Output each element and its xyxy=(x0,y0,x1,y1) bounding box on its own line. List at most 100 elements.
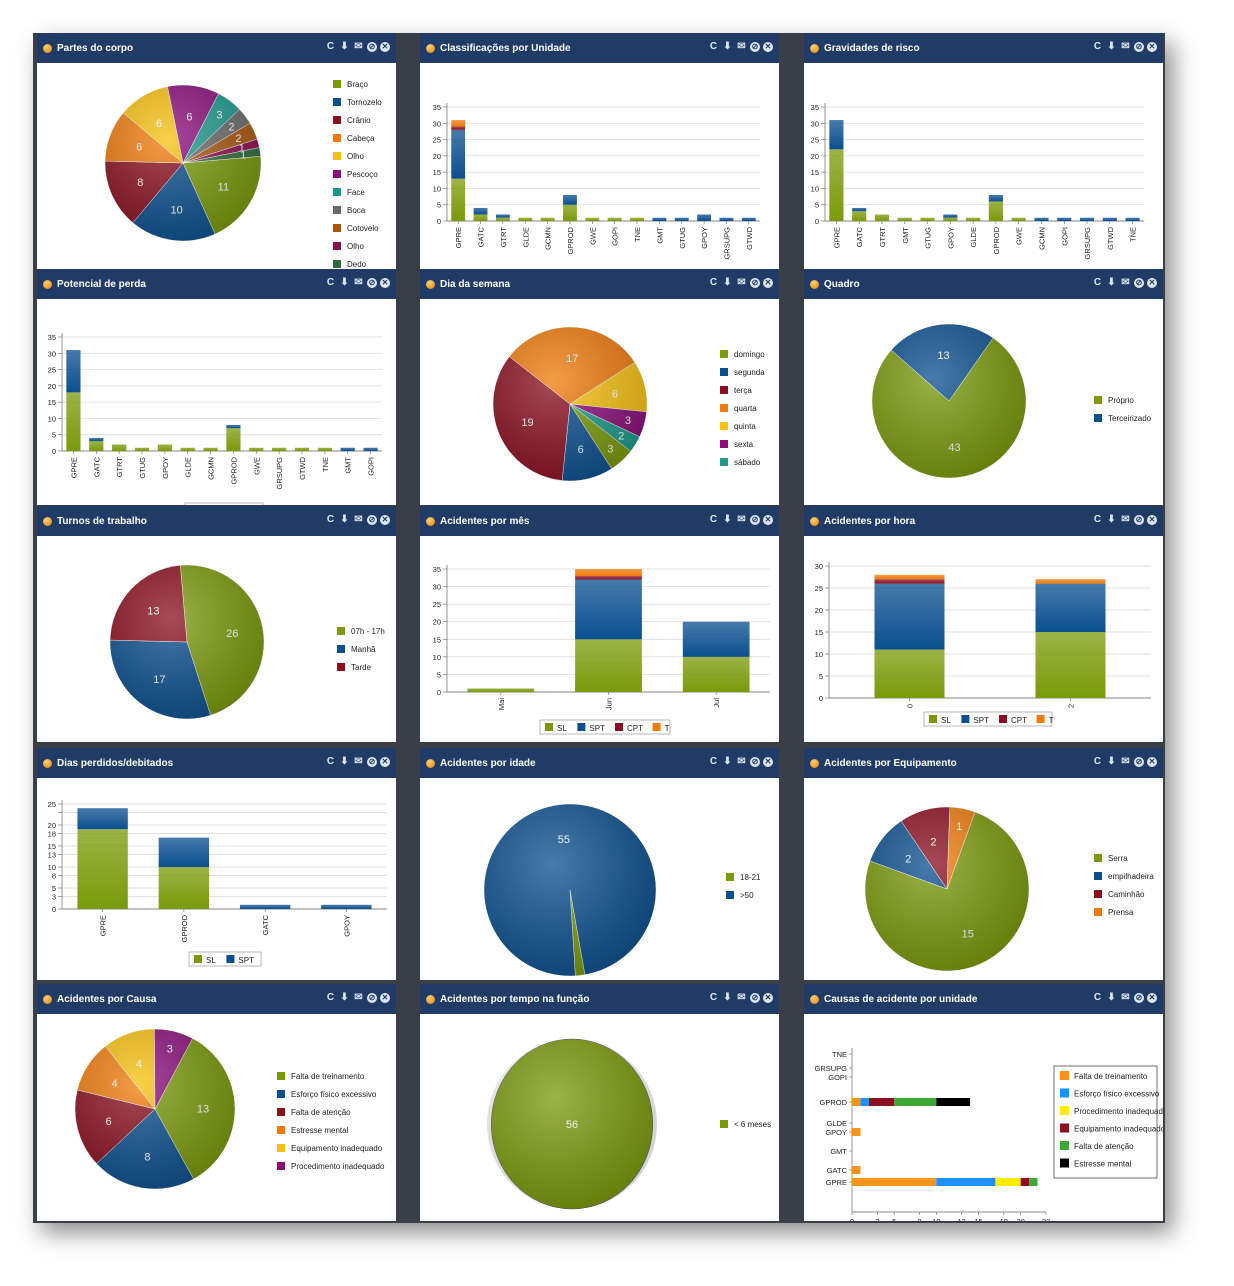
bar-segment[interactable] xyxy=(852,1128,861,1136)
download-icon[interactable]: ⬇ xyxy=(1107,277,1116,288)
bar-segment[interactable] xyxy=(874,214,890,221)
bar-segment[interactable] xyxy=(495,217,510,221)
download-icon[interactable]: ⬇ xyxy=(723,756,732,767)
email-icon[interactable]: ✉ xyxy=(737,41,746,52)
refresh-icon[interactable]: C xyxy=(1093,41,1102,52)
download-icon[interactable]: ⬇ xyxy=(340,514,349,525)
bar-segment[interactable] xyxy=(575,569,642,577)
email-icon[interactable]: ✉ xyxy=(1121,514,1130,525)
bar-segment[interactable] xyxy=(868,1098,895,1106)
bar-segment[interactable] xyxy=(272,447,287,451)
close-icon[interactable]: ✕ xyxy=(1147,278,1157,288)
bar-segment[interactable] xyxy=(829,149,844,221)
close-icon[interactable]: ✕ xyxy=(763,42,773,52)
bar-segment[interactable] xyxy=(874,649,945,698)
bar-segment[interactable] xyxy=(943,217,958,221)
download-icon[interactable]: ⬇ xyxy=(1107,756,1116,767)
bar-segment[interactable] xyxy=(203,447,218,451)
bar-segment[interactable] xyxy=(540,217,555,221)
refresh-icon[interactable]: C xyxy=(1093,756,1102,767)
refresh-icon[interactable]: C xyxy=(709,756,718,767)
download-icon[interactable]: ⬇ xyxy=(340,992,349,1003)
bar-segment[interactable] xyxy=(607,217,622,221)
bar-segment[interactable] xyxy=(1034,217,1049,221)
bar-segment[interactable] xyxy=(1029,1178,1038,1186)
refresh-icon[interactable]: C xyxy=(709,277,718,288)
bar-segment[interactable] xyxy=(920,217,935,221)
bar-segment[interactable] xyxy=(451,178,466,221)
bar-segment[interactable] xyxy=(575,579,642,640)
email-icon[interactable]: ✉ xyxy=(737,514,746,525)
bar-segment[interactable] xyxy=(652,217,667,221)
close-icon[interactable]: ✕ xyxy=(380,278,390,288)
email-icon[interactable]: ✉ xyxy=(354,277,363,288)
block-icon[interactable]: ⊘ xyxy=(1134,993,1144,1003)
pie-slice[interactable] xyxy=(109,565,188,643)
bar-segment[interactable] xyxy=(674,217,689,221)
close-icon[interactable]: ✕ xyxy=(763,515,773,525)
bar-segment[interactable] xyxy=(77,829,128,909)
bar-segment[interactable] xyxy=(1035,579,1106,584)
bar-segment[interactable] xyxy=(134,447,150,451)
block-icon[interactable]: ⊘ xyxy=(1134,278,1144,288)
refresh-icon[interactable]: C xyxy=(326,756,335,767)
bar-segment[interactable] xyxy=(180,447,195,451)
bar-segment[interactable] xyxy=(294,447,310,451)
bar-segment[interactable] xyxy=(719,217,734,221)
bar-segment[interactable] xyxy=(563,204,577,221)
bar-segment[interactable] xyxy=(495,214,510,218)
refresh-icon[interactable]: C xyxy=(326,277,335,288)
bar-segment[interactable] xyxy=(852,211,867,221)
close-icon[interactable]: ✕ xyxy=(380,515,390,525)
email-icon[interactable]: ✉ xyxy=(354,41,363,52)
block-icon[interactable]: ⊘ xyxy=(750,757,760,767)
bar-segment[interactable] xyxy=(1011,217,1026,221)
bar-segment[interactable] xyxy=(829,120,844,150)
bar-segment[interactable] xyxy=(451,129,466,179)
email-icon[interactable]: ✉ xyxy=(1121,41,1130,52)
bar-segment[interactable] xyxy=(226,424,241,429)
refresh-icon[interactable]: C xyxy=(1093,992,1102,1003)
pie-slice[interactable] xyxy=(483,803,657,977)
bar-segment[interactable] xyxy=(630,217,644,221)
download-icon[interactable]: ⬇ xyxy=(1107,992,1116,1003)
refresh-icon[interactable]: C xyxy=(709,41,718,52)
bar-segment[interactable] xyxy=(1035,583,1106,632)
email-icon[interactable]: ✉ xyxy=(354,514,363,525)
download-icon[interactable]: ⬇ xyxy=(1107,514,1116,525)
bar-segment[interactable] xyxy=(473,214,488,221)
email-icon[interactable]: ✉ xyxy=(737,756,746,767)
bar-segment[interactable] xyxy=(852,1178,937,1186)
block-icon[interactable]: ⊘ xyxy=(750,42,760,52)
bar-segment[interactable] xyxy=(249,447,264,451)
download-icon[interactable]: ⬇ xyxy=(723,992,732,1003)
close-icon[interactable]: ✕ xyxy=(1147,993,1157,1003)
block-icon[interactable]: ⊘ xyxy=(367,993,377,1003)
bar-segment[interactable] xyxy=(340,447,355,451)
bar-segment[interactable] xyxy=(158,867,210,909)
refresh-icon[interactable]: C xyxy=(1093,514,1102,525)
bar-segment[interactable] xyxy=(321,904,372,909)
bar-segment[interactable] xyxy=(226,428,241,451)
bar-segment[interactable] xyxy=(585,217,600,221)
bar-segment[interactable] xyxy=(563,194,577,205)
bar-segment[interactable] xyxy=(1057,217,1072,221)
refresh-icon[interactable]: C xyxy=(709,992,718,1003)
email-icon[interactable]: ✉ xyxy=(1121,756,1130,767)
bar-segment[interactable] xyxy=(467,688,535,692)
close-icon[interactable]: ✕ xyxy=(1147,42,1157,52)
bar-segment[interactable] xyxy=(874,574,945,580)
download-icon[interactable]: ⬇ xyxy=(340,277,349,288)
refresh-icon[interactable]: C xyxy=(326,992,335,1003)
bar-segment[interactable] xyxy=(77,808,128,830)
bar-segment[interactable] xyxy=(936,1178,996,1186)
download-icon[interactable]: ⬇ xyxy=(723,514,732,525)
bar-segment[interactable] xyxy=(874,583,945,650)
bar-segment[interactable] xyxy=(894,1098,937,1106)
block-icon[interactable]: ⊘ xyxy=(367,278,377,288)
bar-segment[interactable] xyxy=(112,444,127,451)
bar-segment[interactable] xyxy=(158,837,210,867)
download-icon[interactable]: ⬇ xyxy=(723,277,732,288)
close-icon[interactable]: ✕ xyxy=(380,993,390,1003)
bar-segment[interactable] xyxy=(1102,217,1117,221)
